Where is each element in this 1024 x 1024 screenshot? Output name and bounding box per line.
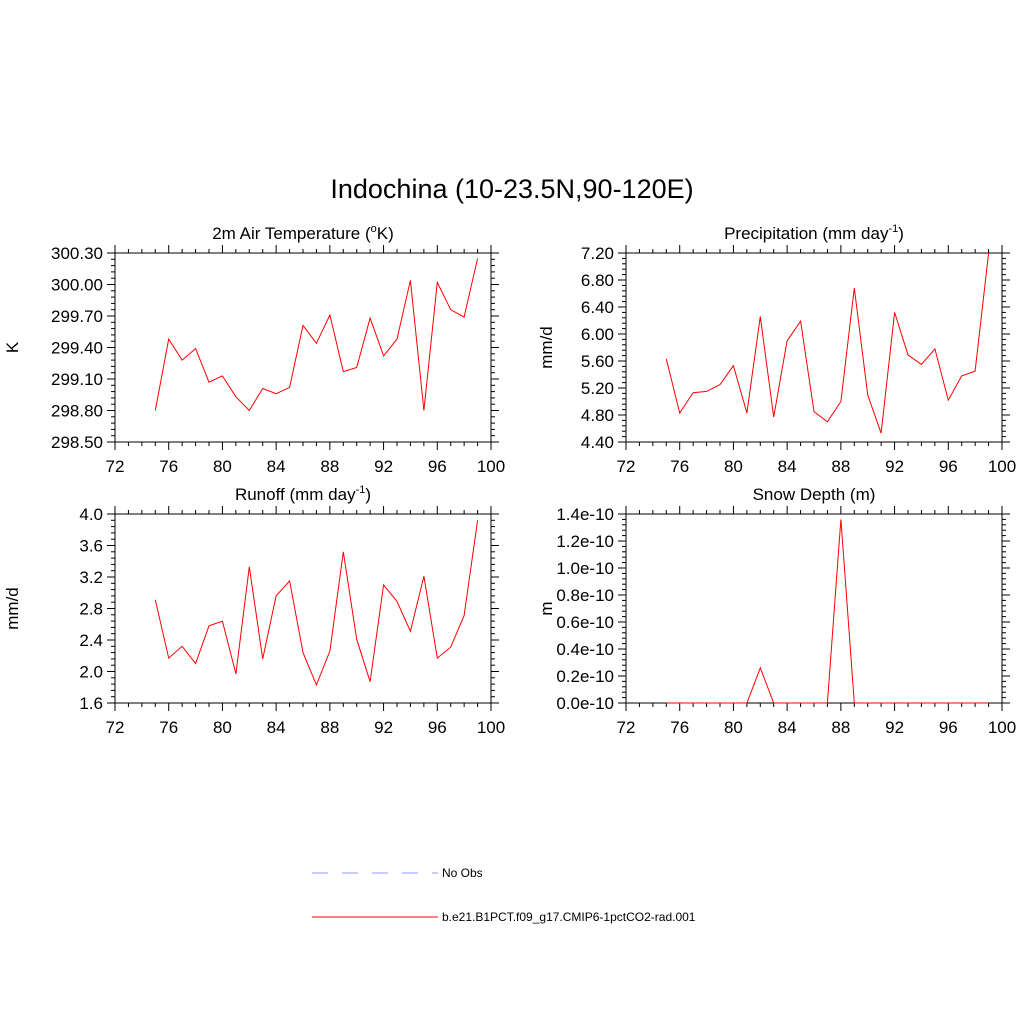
y-tick-label: 300.30 — [51, 244, 103, 263]
panel-title-text: 2m Air Temperature ( — [212, 224, 371, 243]
panel-title-superscript: -1 — [888, 223, 898, 235]
x-tick-label: 100 — [477, 457, 505, 476]
panel-title-text: Precipitation (mm day — [724, 224, 889, 243]
y-tick-label: 299.40 — [51, 339, 103, 358]
series-line-temperature — [154, 258, 479, 412]
x-tick-label: 92 — [374, 718, 393, 737]
panel-title: 2m Air Temperature (oK) — [212, 223, 394, 243]
x-tick-label: 88 — [831, 457, 850, 476]
legend: No Obs b.e21.B1PCT.f09_g17.CMIP6-1pctCO2-… — [312, 866, 696, 924]
x-tick-label: 76 — [670, 718, 689, 737]
x-tick-label: 92 — [885, 457, 904, 476]
x-tick-label: 92 — [885, 718, 904, 737]
panels-group: 72 76 80 84 88 92 96 100 298.50 298.80 299.10 299.4… — [3, 223, 1016, 737]
plot-frame — [625, 513, 1003, 704]
x-tick-label: 80 — [213, 718, 232, 737]
x-tick-label: 80 — [213, 457, 232, 476]
y-tick-label: 6.00 — [581, 325, 614, 344]
plot-frame — [114, 252, 492, 443]
y-tick-label: 3.2 — [79, 568, 103, 587]
y-tick-label: 3.6 — [79, 537, 103, 556]
panel-precipitation: 72 76 80 84 88 92 96 100 4.40 4.80 5.20 5.60 6.00 6.4… — [537, 223, 1016, 476]
x-tick-label: 100 — [477, 718, 505, 737]
y-tick-label: 0.2e-10 — [556, 667, 614, 686]
y-tick-label: 299.10 — [51, 370, 103, 389]
y-tick-label: 4.40 — [581, 433, 614, 452]
panel-title-superscript: o — [371, 223, 377, 235]
x-tick-label: 80 — [724, 457, 743, 476]
panel-title-tail: K) — [377, 224, 394, 243]
y-tick-label: 299.70 — [51, 307, 103, 326]
panel-title-tail: ) — [898, 224, 904, 243]
series-line-runoff — [154, 520, 479, 687]
x-tick-label: 84 — [778, 718, 797, 737]
x-tick-label: 100 — [988, 718, 1016, 737]
y-tick-label: 6.40 — [581, 298, 614, 317]
y-axis-label: m — [537, 601, 556, 615]
x-tick-label: 80 — [724, 718, 743, 737]
y-tick-label: 4.0 — [79, 505, 103, 524]
y-tick-label: 2.8 — [79, 600, 103, 619]
figure-title: Indochina (10-23.5N,90-120E) — [330, 174, 693, 204]
plot-frame — [114, 513, 492, 704]
x-tick-label: 72 — [617, 718, 636, 737]
x-tick-label: 96 — [939, 457, 958, 476]
x-tick-label: 76 — [159, 718, 178, 737]
y-tick-label: 1.2e-10 — [556, 532, 614, 551]
x-tick-label: 84 — [267, 457, 286, 476]
plot-frame — [625, 252, 1003, 443]
y-tick-label: 0.8e-10 — [556, 586, 614, 605]
y-tick-label: 0.0e-10 — [556, 694, 614, 713]
x-tick-label: 72 — [617, 457, 636, 476]
panel-title-superscript: -1 — [356, 484, 366, 496]
y-tick-label: 300.00 — [51, 276, 103, 295]
x-tick-label: 76 — [159, 457, 178, 476]
panel-snow-depth: 72 76 80 84 88 92 96 100 0.0e-10 0.2e-10 0.4e-10 0.… — [537, 485, 1016, 737]
y-tick-label: 298.80 — [51, 402, 103, 421]
panel-title: Runoff (mm day-1) — [235, 484, 371, 504]
y-axis-label: mm/d — [537, 326, 556, 369]
x-tick-label: 96 — [428, 718, 447, 737]
y-tick-label: 5.20 — [581, 379, 614, 398]
panel-runoff: 72 76 80 84 88 92 96 100 1.6 2.0 2.4 2.8 3.2 3.6 4.0 Ru… — [3, 484, 505, 737]
series-line-precipitation — [665, 252, 990, 434]
x-tick-label: 92 — [374, 457, 393, 476]
y-tick-label: 2.0 — [79, 663, 103, 682]
x-tick-label: 84 — [267, 718, 286, 737]
panel-title-text: Snow Depth (m) — [753, 485, 876, 504]
y-tick-label: 7.20 — [581, 244, 614, 263]
y-tick-label: 2.4 — [79, 631, 103, 650]
x-tick-label: 96 — [428, 457, 447, 476]
y-tick-label: 298.50 — [51, 433, 103, 452]
y-axis-label: mm/d — [3, 587, 22, 630]
y-tick-label: 1.6 — [79, 694, 103, 713]
series-line-snow-depth — [666, 519, 989, 704]
x-tick-label: 100 — [988, 457, 1016, 476]
y-tick-label: 6.80 — [581, 271, 614, 290]
panel-title: Precipitation (mm day-1) — [724, 223, 904, 243]
legend-label-model: b.e21.B1PCT.f09_g17.CMIP6-1pctCO2-rad.00… — [442, 910, 696, 924]
x-tick-label: 96 — [939, 718, 958, 737]
panel-temperature: 72 76 80 84 88 92 96 100 298.50 298.80 299.10 299.4… — [3, 223, 505, 476]
y-axis-label: K — [3, 341, 22, 353]
y-tick-label: 4.80 — [581, 406, 614, 425]
x-tick-label: 88 — [320, 457, 339, 476]
x-tick-label: 72 — [106, 718, 125, 737]
panel-title-tail: ) — [365, 485, 371, 504]
x-tick-label: 88 — [831, 718, 850, 737]
y-tick-label: 1.0e-10 — [556, 559, 614, 578]
x-tick-label: 72 — [106, 457, 125, 476]
y-tick-label: 0.4e-10 — [556, 640, 614, 659]
y-tick-label: 0.6e-10 — [556, 613, 614, 632]
panel-title: Snow Depth (m) — [753, 485, 876, 504]
legend-label-no-obs: No Obs — [442, 866, 483, 880]
panel-title-text: Runoff (mm day — [235, 485, 356, 504]
x-tick-label: 76 — [670, 457, 689, 476]
y-tick-label: 1.4e-10 — [556, 505, 614, 524]
y-tick-label: 5.60 — [581, 352, 614, 371]
x-tick-label: 88 — [320, 718, 339, 737]
x-tick-label: 84 — [778, 457, 797, 476]
